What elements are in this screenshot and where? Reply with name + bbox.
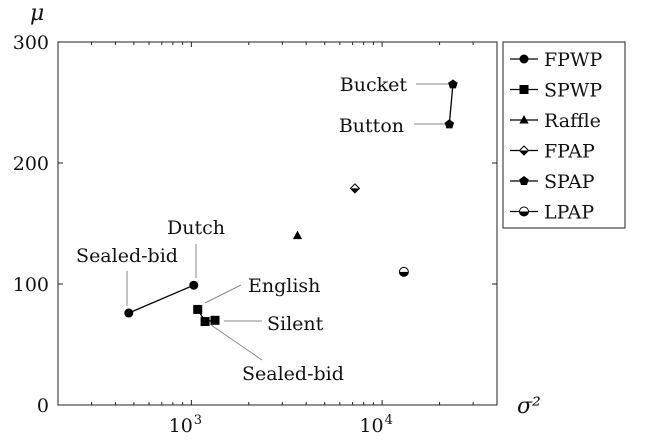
annotation-label: Bucket xyxy=(340,74,408,96)
legend-label: SPWP xyxy=(544,80,602,102)
marker-pentagon xyxy=(444,119,455,129)
data-point-spwp xyxy=(210,315,220,325)
y-tick-label: 200 xyxy=(13,153,49,175)
legend-entry-fpwp: FPWP xyxy=(510,49,602,71)
data-point-raffle xyxy=(292,230,303,240)
marker-triangle xyxy=(292,230,303,240)
x-tick-label: 104 xyxy=(359,413,392,437)
y-tick-label: 100 xyxy=(13,274,49,296)
annotation-leader xyxy=(210,324,263,361)
legend-entry-fpap: FPAP xyxy=(510,141,595,163)
legend-box xyxy=(502,41,626,229)
x-tick-exponent: 4 xyxy=(385,413,393,428)
marker-diamond-fill xyxy=(519,150,529,155)
data-point-fpwp xyxy=(124,308,134,318)
y-axis-label: μ xyxy=(30,1,44,26)
y-tick-label: 300 xyxy=(13,32,49,54)
marker-circle xyxy=(124,308,134,318)
legend-entry-spwp: SPWP xyxy=(510,80,602,102)
series-line-fpwp xyxy=(128,284,195,314)
marker-circle xyxy=(519,54,529,64)
data-point-fpap xyxy=(349,183,361,194)
annotation-label: Silent xyxy=(267,313,324,335)
data-point-spwp xyxy=(200,317,210,327)
data-point-spwp xyxy=(193,304,203,314)
legend-label: SPAP xyxy=(544,171,595,193)
data-point-fpwp xyxy=(189,280,199,290)
marker-square xyxy=(519,85,529,94)
legend-label: FPAP xyxy=(544,141,595,163)
data-point-spap xyxy=(448,79,458,89)
plot-area-frame xyxy=(57,41,498,406)
legend-marker xyxy=(518,145,530,156)
legend-marker xyxy=(519,176,529,186)
marker-square xyxy=(193,304,203,314)
legend-marker xyxy=(519,85,529,94)
data-point-spap xyxy=(444,119,455,129)
marker-circle xyxy=(189,280,199,290)
x-tick-label: 103 xyxy=(169,413,202,437)
series-line-spap xyxy=(448,84,454,125)
marker-diamond-fill xyxy=(350,188,360,193)
y-tick-label: 0 xyxy=(37,395,49,417)
legend-marker xyxy=(519,206,529,217)
legend-entry-lpap: LPAP xyxy=(510,202,594,224)
annotation-label: Button xyxy=(339,115,404,137)
legend-label: LPAP xyxy=(544,202,594,224)
annotation-leader xyxy=(204,284,242,304)
marker-pentagon xyxy=(519,176,529,186)
legend-label: Raffle xyxy=(544,110,601,132)
marker-square xyxy=(200,317,210,327)
marker-square xyxy=(210,315,220,325)
x-tick-exponent: 3 xyxy=(194,413,202,428)
legend-marker xyxy=(519,115,529,124)
marker-pentagon xyxy=(448,79,458,89)
marker-halfcircle-fill xyxy=(399,271,409,277)
data-point-lpap xyxy=(398,266,409,277)
x-axis-label: σ² xyxy=(517,394,541,419)
marker-halfcircle-fill xyxy=(519,211,529,216)
legend-entry-spap: SPAP xyxy=(510,171,595,193)
legend-marker xyxy=(519,54,529,64)
annotation-label: English xyxy=(248,275,320,297)
annotation-label: Sealed-bid xyxy=(76,245,178,267)
annotation-label: Sealed-bid xyxy=(242,363,344,385)
annotation-label: Dutch xyxy=(167,217,225,239)
legend-entry-raffle: Raffle xyxy=(510,110,601,132)
legend-label: FPWP xyxy=(544,49,602,71)
marker-triangle xyxy=(519,115,529,124)
